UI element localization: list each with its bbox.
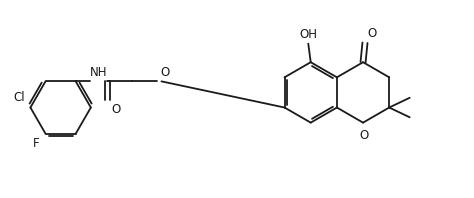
Text: F: F [33,137,40,150]
Text: Cl: Cl [13,91,25,104]
Text: NH: NH [90,66,108,79]
Text: OH: OH [299,28,317,41]
Text: O: O [359,129,369,142]
Text: O: O [160,66,169,79]
Text: O: O [367,27,376,40]
Text: O: O [112,103,121,116]
